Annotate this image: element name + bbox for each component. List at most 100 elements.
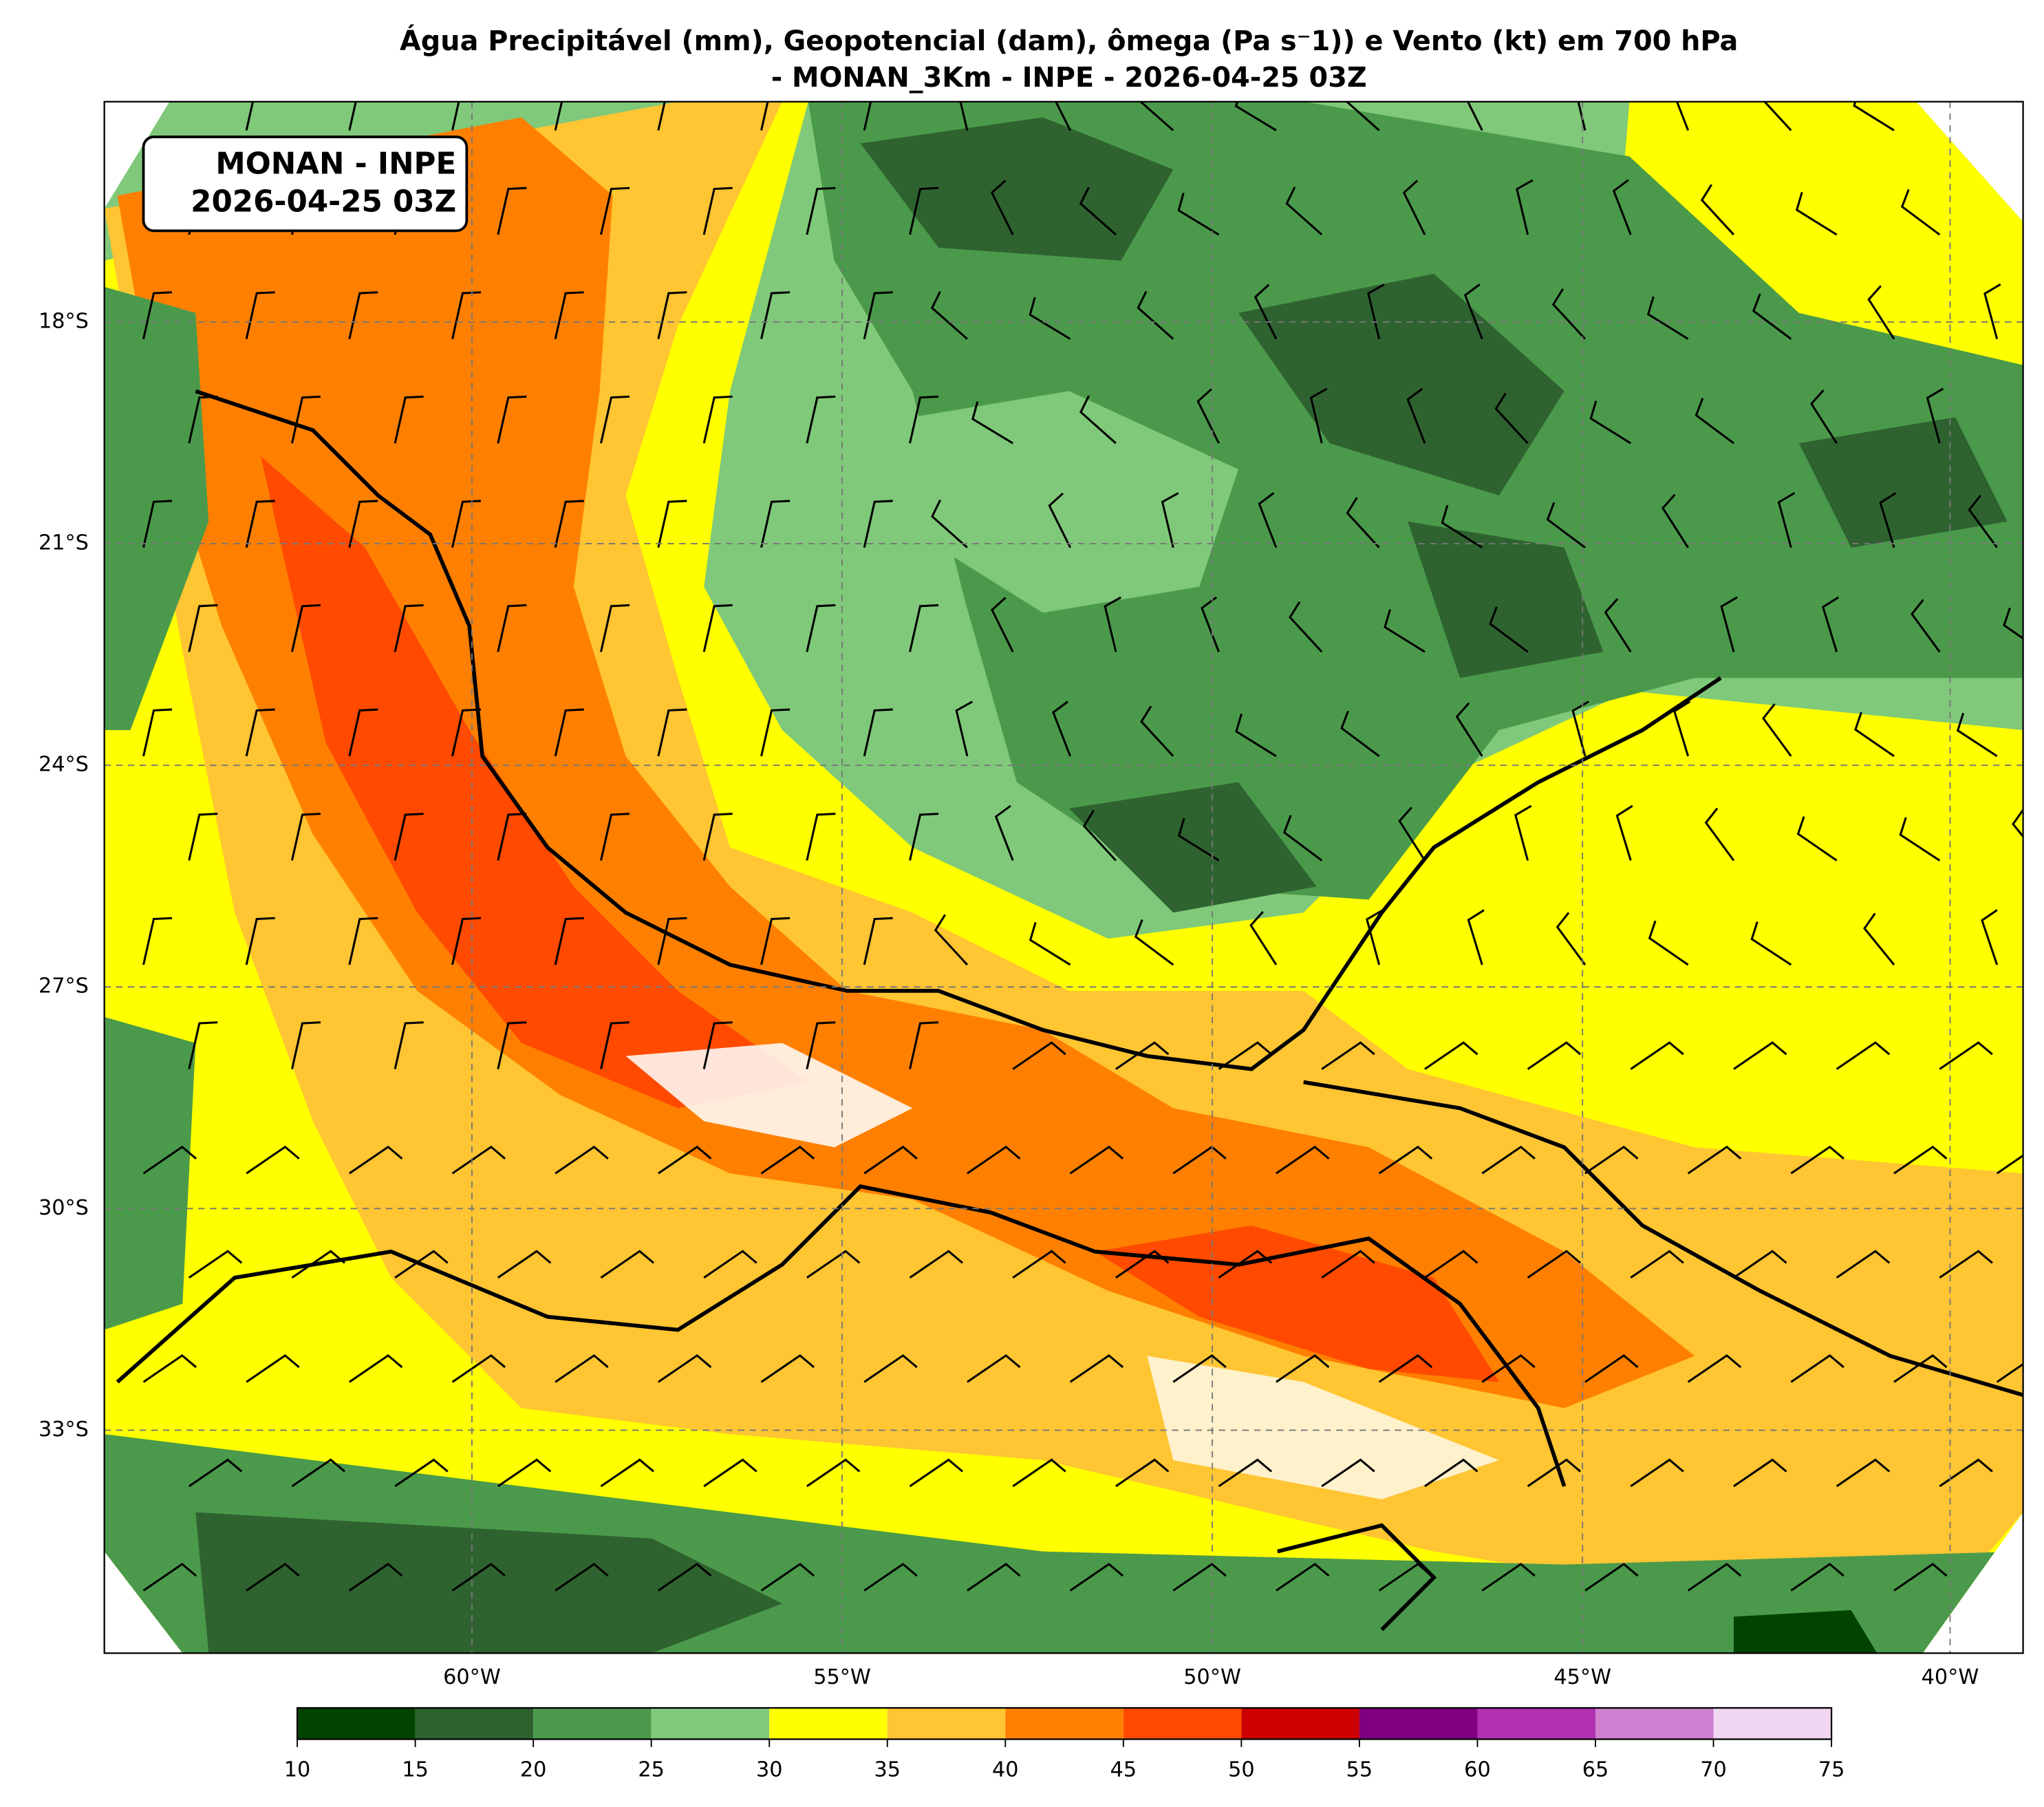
- wind-barb: [1630, 1250, 1684, 1279]
- wind-barb: [657, 291, 687, 339]
- colorbar-segment: [887, 1708, 1006, 1740]
- wind-barb: [1161, 492, 1179, 548]
- wind-barb: [863, 1563, 918, 1592]
- wind-barb: [348, 1563, 403, 1592]
- wind-barb: [451, 917, 482, 965]
- wind-barb: [1048, 492, 1071, 548]
- wind-barb: [1527, 1458, 1582, 1488]
- wind-barb: [1939, 1458, 1993, 1488]
- wind-barb: [1700, 184, 1735, 236]
- colorbar-label: 55: [1346, 1757, 1373, 1782]
- wind-barb: [702, 1021, 733, 1069]
- wind-barb: [1836, 1041, 1891, 1070]
- wind-barb: [142, 500, 173, 548]
- wind-barb: [245, 500, 275, 548]
- wind-barb: [1346, 497, 1380, 548]
- wind-barb: [348, 101, 378, 131]
- wind-barb: [909, 395, 939, 444]
- lat-label: 33°S: [39, 1418, 89, 1442]
- wind-barb: [497, 1250, 552, 1279]
- wind-barb: [1810, 389, 1838, 445]
- wind-barb: [142, 1563, 197, 1592]
- annotation-line: 2026-04-25 03Z: [191, 185, 456, 220]
- wind-barb: [1378, 1145, 1433, 1175]
- wind-barb: [1733, 1250, 1787, 1279]
- wind-barb: [1551, 288, 1586, 340]
- wind-barb: [291, 603, 321, 652]
- wind-barb: [451, 101, 482, 131]
- wind-barb: [806, 603, 836, 652]
- wind-barb: [1899, 817, 1941, 862]
- wind-barb: [245, 101, 275, 131]
- wind-barb: [1661, 493, 1689, 548]
- wind-barb: [246, 1563, 300, 1592]
- wind-barb: [1821, 596, 1840, 652]
- wind-barb: [863, 101, 893, 131]
- wind-barb: [600, 395, 630, 444]
- lat-label: 21°S: [39, 531, 89, 555]
- wind-barb: [600, 813, 630, 861]
- wind-barb: [703, 1458, 757, 1488]
- wind-barb: [1687, 1145, 1742, 1175]
- wind-barb: [2029, 389, 2044, 443]
- colorbar-segment: [1477, 1708, 1596, 1740]
- wind-barb: [291, 1458, 346, 1488]
- wind-barb: [1750, 921, 1792, 966]
- wind-barb: [1196, 388, 1220, 444]
- wind-barb: [497, 395, 527, 444]
- wind-barb: [1968, 495, 1998, 548]
- wind-barb: [1863, 912, 1895, 966]
- annotation-line: MONAN - INPE: [215, 147, 456, 182]
- wind-barb: [1455, 702, 1483, 757]
- wind-barb: [1140, 705, 1174, 757]
- colorbar-frame: [296, 1707, 1833, 1740]
- wind-barb: [1494, 392, 1529, 445]
- lon-label: 55°W: [813, 1665, 871, 1689]
- wind-barb: [1758, 101, 1792, 131]
- wind-barb: [1069, 1563, 1124, 1592]
- wind-barb: [600, 1021, 630, 1069]
- wind-barb: [246, 1145, 300, 1175]
- wind-barb: [555, 1354, 609, 1383]
- wind-barb: [931, 499, 968, 548]
- wind-barb: [1177, 193, 1220, 236]
- wind-barb: [1589, 400, 1632, 445]
- wind-barb: [1556, 912, 1586, 965]
- title-line: - MONAN_3Km - INPE - 2026-04-25 03Z: [771, 62, 1367, 94]
- wind-barb: [188, 813, 218, 861]
- wind-barb: [703, 1250, 757, 1279]
- wind-barb: [451, 500, 482, 548]
- wind-barb: [1029, 922, 1071, 966]
- wind-barb: [1527, 1250, 1582, 1279]
- wind-barb: [1853, 101, 1895, 131]
- wind-barb: [967, 1354, 1021, 1383]
- wind-barb: [1790, 1354, 1844, 1383]
- wind-barb: [394, 395, 424, 444]
- wind-barb: [909, 813, 939, 861]
- colorbar-label: 50: [1228, 1757, 1255, 1782]
- map-frame: [103, 100, 2024, 1654]
- wind-barb: [451, 291, 482, 339]
- wind-barb: [188, 1021, 218, 1069]
- wind-barb: [600, 603, 630, 652]
- wind-barb: [1854, 712, 1895, 758]
- wind-barb: [555, 1563, 609, 1592]
- colorbar-segment: [1005, 1708, 1123, 1740]
- colorbar-segment: [1241, 1708, 1359, 1740]
- title-line: Água Precipitável (mm), Geopotencial (da…: [400, 25, 1738, 57]
- wind-barb: [1795, 192, 1838, 236]
- wind-barb: [806, 1458, 861, 1488]
- wind-barb: [1514, 804, 1532, 861]
- wind-barb: [1893, 1145, 1948, 1175]
- annotation-box: [142, 136, 469, 233]
- wind-barb: [657, 708, 687, 757]
- wind-barb: [760, 1354, 815, 1383]
- wind-barb: [451, 708, 482, 757]
- wind-barb: [1687, 1354, 1742, 1383]
- wind-barb: [657, 500, 687, 548]
- lon-label: 45°W: [1553, 1665, 1611, 1689]
- wind-barb: [1321, 1458, 1375, 1488]
- wind-barb: [1777, 492, 1796, 548]
- wind-barb: [1235, 713, 1277, 758]
- wind-barb: [1762, 703, 1792, 757]
